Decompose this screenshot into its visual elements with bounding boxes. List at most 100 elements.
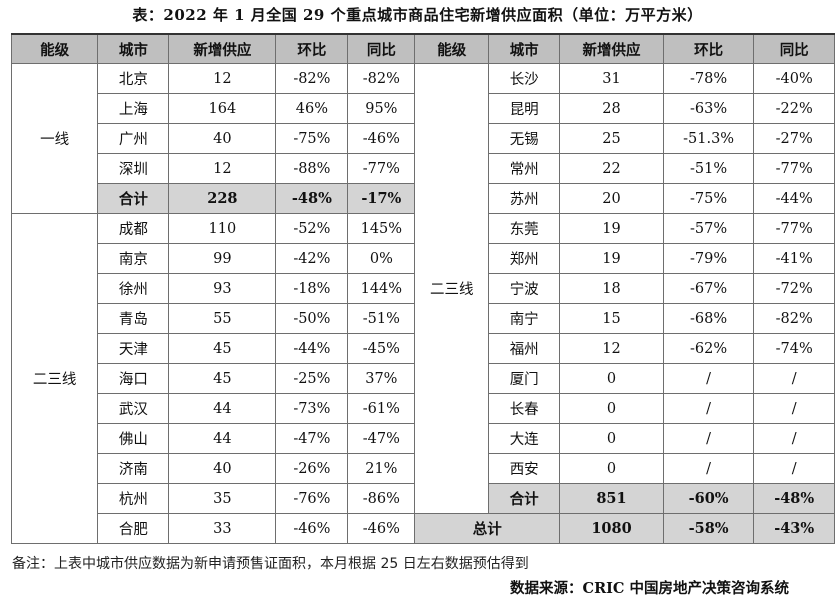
- cell-mom: /: [662, 423, 755, 454]
- cell-supply: 99: [168, 243, 277, 274]
- cell-yoy: -45%: [347, 333, 416, 364]
- cell-yoy: 37%: [347, 363, 416, 394]
- cell-city: 苏州: [488, 183, 561, 214]
- cell-supply: 93: [168, 273, 277, 304]
- cell-yoy: 144%: [347, 273, 416, 304]
- cell-city: 广州: [97, 123, 170, 154]
- cell-supply: 20: [559, 183, 664, 214]
- data-source: 数据来源：CRIC 中国房地产决策咨询系统: [510, 580, 789, 597]
- cell-yoy: 21%: [347, 453, 416, 484]
- tier23-label-left: 二三线: [10, 213, 99, 544]
- cell-mom: -63%: [662, 93, 755, 124]
- cell-city: 长春: [488, 393, 561, 424]
- cell-mom: -52%: [275, 213, 349, 244]
- cell-city: 海口: [97, 363, 170, 394]
- cell-mom: -78%: [662, 63, 755, 94]
- cell-yoy: -77%: [347, 153, 416, 184]
- cell-city: 青岛: [97, 303, 170, 334]
- cell-mom: -58%: [662, 513, 755, 544]
- table-row: 南京 99 -42% 0% 郑州 19 -79% -41%: [12, 243, 835, 274]
- cell-supply: 40: [168, 453, 277, 484]
- cell-mom: -42%: [275, 243, 349, 274]
- column-header: 同比: [753, 33, 835, 64]
- cell-supply: 45: [168, 363, 277, 394]
- cell-supply: 15: [559, 303, 664, 334]
- cell-yoy: /: [753, 393, 835, 424]
- table-row: 徐州 93 -18% 144% 宁波 18 -67% -72%: [12, 273, 835, 304]
- cell-yoy: 145%: [347, 213, 416, 244]
- cell-city: 南宁: [488, 303, 561, 334]
- cell-yoy: -46%: [347, 513, 416, 544]
- cell-yoy: -72%: [753, 273, 835, 304]
- cell-city: 大连: [488, 423, 561, 454]
- table-title: 表：2022 年 1 月全国 29 个重点城市商品住宅新增供应面积（单位：万平方…: [132, 6, 703, 24]
- table-row: 青岛 55 -50% -51% 南宁 15 -68% -82%: [12, 303, 835, 334]
- cell-supply: 12: [559, 333, 664, 364]
- cell-mom: -75%: [662, 183, 755, 214]
- cell-mom: -60%: [662, 483, 755, 514]
- cell-supply: 851: [559, 483, 664, 514]
- cell-city: 东莞: [488, 213, 561, 244]
- cell-yoy: 0%: [347, 243, 416, 274]
- cell-supply: 18: [559, 273, 664, 304]
- table-row: 海口 45 -25% 37% 厦门 0//: [12, 363, 835, 394]
- cell-mom: -82%: [275, 63, 349, 94]
- cell-city: 厦门: [488, 363, 561, 394]
- table-row: 合肥 33 -46% -46% 总计 1080 -58% -43%: [12, 513, 835, 544]
- cell-city: 合计: [97, 183, 170, 214]
- cell-mom: -75%: [275, 123, 349, 154]
- cell-city: 福州: [488, 333, 561, 364]
- cell-supply: 0: [559, 363, 664, 394]
- cell-city: 宁波: [488, 273, 561, 304]
- cell-supply: 33: [168, 513, 277, 544]
- cell-mom: -26%: [275, 453, 349, 484]
- cell-city: 武汉: [97, 393, 170, 424]
- cell-yoy: -17%: [347, 183, 416, 214]
- table-row: 广州 40 -75% -46% 无锡 25 -51.3% -27%: [12, 123, 835, 154]
- cell-yoy: -82%: [347, 63, 416, 94]
- cell-city: 西安: [488, 453, 561, 484]
- cell-supply: 0: [559, 453, 664, 484]
- cell-city: 合肥: [97, 513, 170, 544]
- cell-mom: -57%: [662, 213, 755, 244]
- cell-mom: -67%: [662, 273, 755, 304]
- column-header: 新增供应: [559, 33, 664, 64]
- column-header: 环比: [662, 33, 755, 64]
- cell-yoy: -86%: [347, 483, 416, 514]
- cell-supply: 12: [168, 63, 277, 94]
- cell-supply: 40: [168, 123, 277, 154]
- cell-mom: -46%: [275, 513, 349, 544]
- table-row: 佛山 44 -47% -47% 大连 0//: [12, 423, 835, 454]
- cell-city: 杭州: [97, 483, 170, 514]
- cell-mom: -25%: [275, 363, 349, 394]
- tier23-label-right: 二三线: [414, 63, 490, 514]
- cell-city: 成都: [97, 213, 170, 244]
- cell-mom: /: [662, 453, 755, 484]
- cell-mom: -51%: [662, 153, 755, 184]
- cell-yoy: -27%: [753, 123, 835, 154]
- cell-yoy: /: [753, 453, 835, 484]
- supply-table: 能级 城市 新增供应 环比 同比 能级 城市 新增供应 环比 同比 一线 北京 12 -82% -82% 二三…: [10, 33, 835, 544]
- column-header: 城市: [97, 33, 170, 64]
- cell-yoy: -48%: [753, 483, 835, 514]
- cell-supply: 110: [168, 213, 277, 244]
- cell-city: 北京: [97, 63, 170, 94]
- cell-mom: 46%: [275, 93, 349, 124]
- tier1-label: 一线: [10, 63, 99, 214]
- cell-yoy: -46%: [347, 123, 416, 154]
- cell-mom: -68%: [662, 303, 755, 334]
- cell-supply: 22: [559, 153, 664, 184]
- table-row: 上海 164 46% 95% 昆明 28 -63% -22%: [12, 93, 835, 124]
- table-row: 一线 北京 12 -82% -82% 二三线 长沙 31 -78% -40%: [10, 63, 835, 514]
- cell-yoy: -61%: [347, 393, 416, 424]
- column-header: 城市: [488, 33, 561, 64]
- cell-mom: -47%: [275, 423, 349, 454]
- cell-supply: 1080: [559, 513, 664, 544]
- cell-yoy: -47%: [347, 423, 416, 454]
- cell-yoy: -74%: [753, 333, 835, 364]
- cell-mom: -48%: [275, 183, 349, 214]
- column-header: 能级: [10, 33, 99, 64]
- grand-total-label: 总计: [414, 513, 561, 544]
- cell-city: 上海: [97, 93, 170, 124]
- cell-supply: 44: [168, 423, 277, 454]
